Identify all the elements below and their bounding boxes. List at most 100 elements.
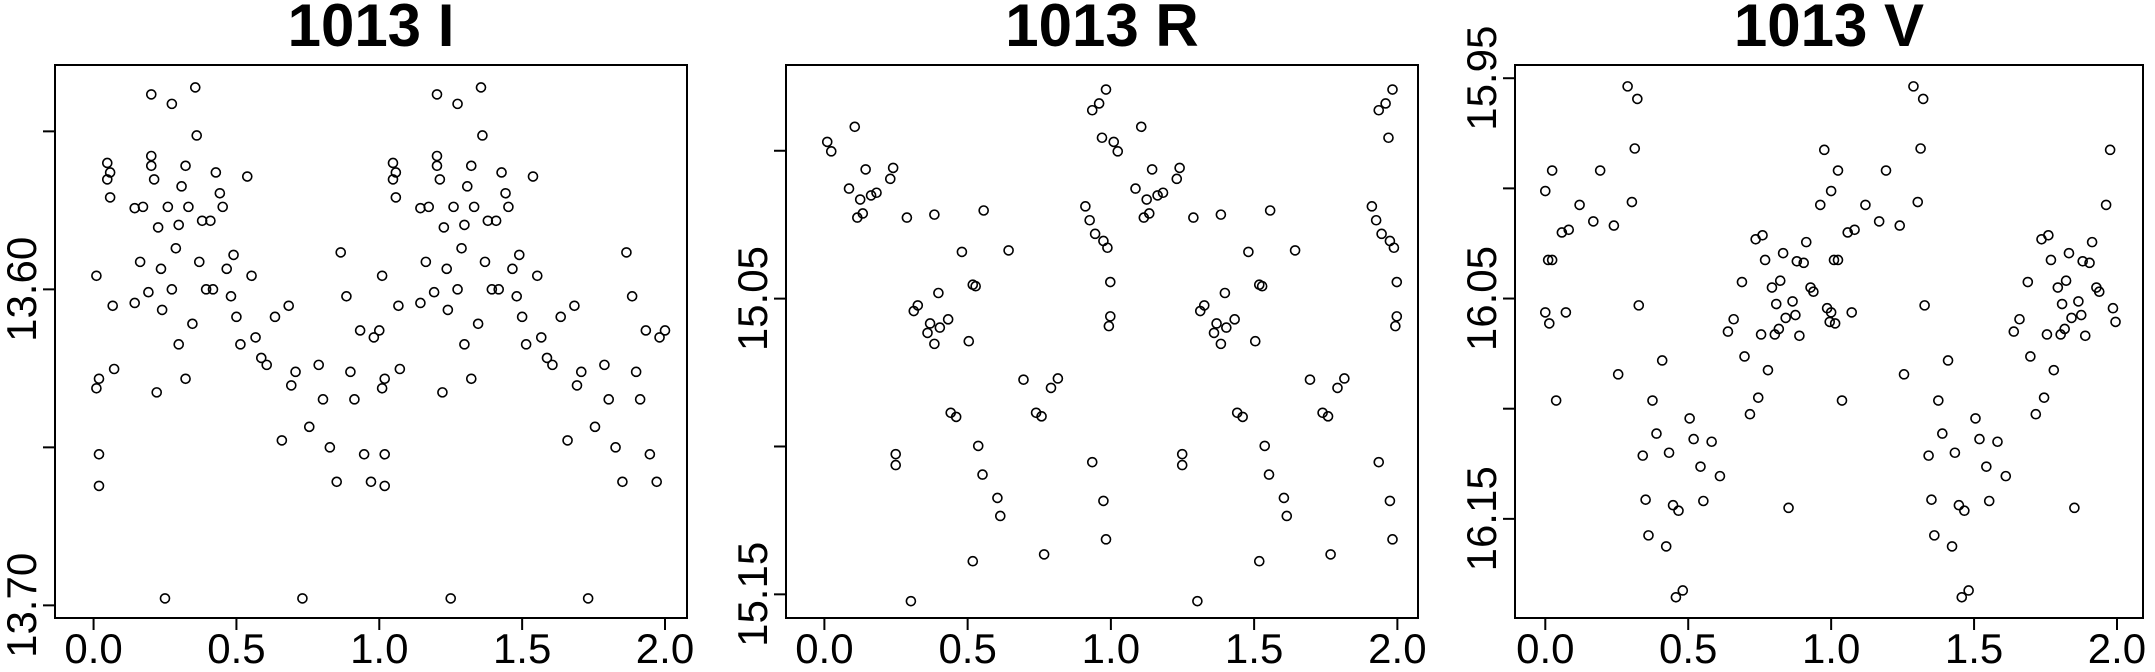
point [843, 183, 855, 194]
point [1157, 187, 1169, 199]
point [1828, 254, 1840, 266]
point [137, 201, 149, 213]
point [2066, 312, 2077, 324]
point [1949, 447, 1961, 459]
point [143, 286, 154, 298]
point [562, 435, 573, 446]
point [1556, 227, 1568, 238]
point [2069, 502, 2080, 514]
point [1825, 185, 1837, 197]
point [654, 332, 665, 343]
point [101, 174, 113, 185]
point [393, 300, 404, 312]
point [1317, 407, 1328, 419]
point [1198, 300, 1210, 311]
point [1143, 208, 1155, 219]
point [1926, 494, 1937, 505]
point [1647, 395, 1658, 406]
point [1791, 256, 1803, 267]
point [531, 270, 543, 282]
point [1546, 254, 1558, 266]
point [166, 98, 178, 110]
point [1574, 199, 1585, 211]
point [967, 555, 979, 567]
point [2030, 408, 2042, 420]
point [376, 270, 388, 282]
point [603, 394, 615, 405]
point [317, 394, 329, 405]
point [1783, 502, 1794, 514]
point [1112, 146, 1124, 157]
point [1052, 373, 1064, 384]
point [1253, 555, 1265, 567]
point [1777, 247, 1789, 259]
point [854, 194, 866, 205]
point [963, 335, 975, 347]
point [1080, 201, 1091, 212]
point [456, 242, 467, 254]
point [91, 270, 102, 282]
point [255, 352, 267, 364]
point [459, 339, 470, 350]
point [1629, 143, 1641, 154]
point [1332, 382, 1343, 394]
y-tick-label: 15.95 [1458, 26, 1505, 131]
point [180, 373, 191, 385]
point [1391, 311, 1403, 322]
point [978, 205, 989, 216]
point [1542, 254, 1554, 266]
point [599, 359, 610, 371]
point [1670, 591, 1682, 603]
point [1141, 194, 1152, 205]
point [428, 286, 440, 298]
point [821, 136, 833, 148]
panel-title: 1013 I [288, 0, 455, 59]
point [2045, 254, 2057, 266]
point [942, 314, 954, 325]
point [1373, 456, 1385, 468]
point [162, 201, 174, 213]
point [1339, 373, 1350, 384]
point [176, 181, 187, 192]
point [2084, 257, 2095, 269]
point [1215, 209, 1227, 220]
point [1637, 450, 1649, 461]
point [1846, 307, 1858, 318]
point [373, 325, 385, 336]
point [1130, 183, 1141, 194]
point [956, 246, 968, 258]
point [1663, 447, 1675, 459]
point [1563, 224, 1575, 236]
point [448, 201, 459, 213]
point [1256, 280, 1268, 292]
point [575, 366, 587, 378]
point [200, 284, 212, 295]
point [1728, 313, 1739, 325]
point [148, 174, 160, 185]
y-tick-label: 16.05 [1458, 246, 1505, 351]
point [1773, 323, 1785, 335]
point [555, 311, 567, 323]
point [107, 300, 119, 312]
x-tick-label: 2.0 [1368, 625, 1426, 672]
point [1677, 585, 1689, 596]
point [104, 192, 116, 203]
y-tick-label: 16.15 [1458, 466, 1505, 571]
point [1211, 318, 1222, 329]
point [1281, 510, 1293, 522]
point [445, 593, 457, 604]
point [1673, 505, 1684, 517]
point [461, 181, 473, 192]
point [452, 98, 463, 110]
point [1722, 326, 1734, 337]
point [387, 174, 399, 185]
point [341, 291, 352, 302]
point [101, 157, 113, 169]
point [183, 201, 194, 213]
point [582, 593, 594, 604]
point [91, 382, 102, 394]
point [1908, 81, 1919, 92]
point [1215, 338, 1227, 350]
point [1946, 541, 1958, 552]
